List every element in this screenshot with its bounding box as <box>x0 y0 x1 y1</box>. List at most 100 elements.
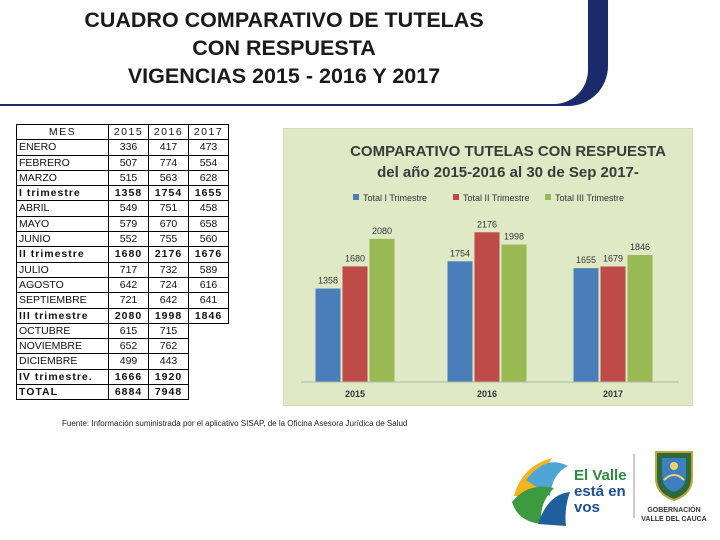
cell-2016: 563 <box>148 169 189 187</box>
table-row: ABRIL 549 751 458 <box>16 200 229 217</box>
gov-line-1: GOBERNACIÓN <box>647 505 700 514</box>
cell-2015: 1680 <box>108 246 149 263</box>
cell-2017: 1676 <box>188 246 229 263</box>
header-2015: 2015 <box>108 123 149 141</box>
slogan-line-1: El Valle <box>574 467 627 484</box>
legend-label: Total II Trimestre <box>463 193 530 203</box>
cell-2017: 554 <box>188 154 229 171</box>
cell-mes: OCTUBRE <box>16 322 109 340</box>
data-label: 1655 <box>576 255 596 265</box>
cell-2015: 499 <box>108 353 149 370</box>
table-row: SEPTIEMBRE 721 642 641 <box>16 292 229 309</box>
cell-2017: 658 <box>188 215 229 233</box>
cell-2015: 6884 <box>108 384 149 401</box>
cell-2015: 515 <box>108 169 149 187</box>
x-tick-label: 2015 <box>345 389 365 399</box>
cell-2017 <box>189 369 229 384</box>
cell-mes: IV trimestre. <box>16 368 109 386</box>
table-row: NOVIEMBRE 652 762 <box>16 338 229 355</box>
table-row: III trimestre 2080 1998 1846 <box>16 307 229 324</box>
table-row: IV trimestre. 1666 1920 <box>16 368 229 386</box>
data-label: 2176 <box>477 219 497 229</box>
cell-2015: 2080 <box>108 307 149 324</box>
cell-2015: 1358 <box>108 185 149 202</box>
bar <box>447 261 473 382</box>
title-line-1: CUADRO COMPARATIVO DE TUTELAS <box>84 8 484 32</box>
cell-2017: 589 <box>188 261 229 278</box>
data-label: 1754 <box>450 248 470 258</box>
cell-mes: III trimestre <box>16 307 109 324</box>
cell-2017 <box>189 354 229 369</box>
cell-2016: 443 <box>148 353 189 370</box>
table-row: MAYO 579 670 658 <box>16 215 229 233</box>
table-row: AGOSTO 642 724 616 <box>16 276 229 294</box>
bar <box>369 238 395 382</box>
gov-line-2: VALLE DEL CAUCA <box>641 516 706 523</box>
cell-2015: 579 <box>108 215 149 233</box>
table-body: ENERO 336 417 473 FEBRERO 507 774 554 MARZO 515 56… <box>16 139 229 401</box>
cell-2016: 1754 <box>148 185 189 202</box>
cell-2016: 642 <box>148 292 189 309</box>
table-row: MARZO 515 563 628 <box>16 169 229 187</box>
source-note: Fuente: Información suministrada por el … <box>62 419 408 428</box>
cell-2015: 552 <box>108 231 149 248</box>
data-label: 1846 <box>630 242 650 252</box>
cell-2016: 2176 <box>148 246 189 263</box>
data-label: 1679 <box>603 253 623 263</box>
legend-label: Total III Trimestre <box>555 193 624 203</box>
table-row: JUNIO 552 755 560 <box>16 231 229 248</box>
cell-2016: 762 <box>148 338 189 355</box>
cell-2016: 755 <box>148 231 189 248</box>
table-row: ENERO 336 417 473 <box>16 139 229 156</box>
table-row: DICIEMBRE 499 443 <box>16 353 229 370</box>
cell-mes: FEBRERO <box>16 154 109 171</box>
data-label: 1680 <box>345 253 365 263</box>
chart-subtitle: del año 2015-2016 al 30 de Sep 2017- <box>377 164 639 181</box>
legend-swatch <box>453 194 459 200</box>
cell-2015: 721 <box>108 292 149 309</box>
cell-mes: TOTAL <box>16 384 109 401</box>
el-valle-logo-mark <box>512 458 570 526</box>
page-title: CUADRO COMPARATIVO DE TUTELAS CON RESPUE… <box>0 6 568 90</box>
cell-2015: 652 <box>108 338 149 355</box>
cell-2016: 724 <box>148 276 189 294</box>
coat-of-arms-icon <box>655 451 693 502</box>
cell-2016: 715 <box>148 322 189 340</box>
table-row: I trimestre 1358 1754 1655 <box>16 185 229 202</box>
cell-2015: 549 <box>108 200 149 217</box>
cell-2017 <box>189 385 229 400</box>
cell-2016: 774 <box>148 154 189 171</box>
title-line-2: CON RESPUESTA <box>192 36 376 60</box>
cell-mes: NOVIEMBRE <box>16 338 109 355</box>
cell-2015: 615 <box>108 322 149 340</box>
tutelas-table: MES 2015 2016 2017 ENERO 336 417 473 FEBRERO… <box>16 123 229 401</box>
bar <box>627 254 653 382</box>
cell-2016: 1998 <box>148 307 189 324</box>
cell-2017: 1655 <box>188 185 229 202</box>
header-band <box>0 0 608 106</box>
bar-chart: COMPARATIVO TUTELAS CON RESPUESTA del año… <box>283 128 693 406</box>
bar <box>474 232 500 382</box>
cell-2015: 507 <box>108 154 149 171</box>
legend-swatch <box>353 194 359 200</box>
cell-2017: 473 <box>188 139 229 156</box>
slogan-line-3: vos <box>574 499 600 516</box>
header-mes: MES <box>16 123 109 141</box>
cell-2016: 732 <box>148 261 189 278</box>
chart-title: COMPARATIVO TUTELAS CON RESPUESTA <box>350 143 666 160</box>
table-row: II trimestre 1680 2176 1676 <box>16 246 229 263</box>
cell-2015: 336 <box>108 139 149 156</box>
cell-2017: 560 <box>188 231 229 248</box>
table-header-row: MES 2015 2016 2017 <box>16 123 229 141</box>
cell-mes: ENERO <box>16 139 109 156</box>
cell-mes: AGOSTO <box>16 276 109 294</box>
cell-2016: 670 <box>148 215 189 233</box>
cell-2017 <box>189 323 229 338</box>
cell-2016: 1920 <box>148 368 189 386</box>
cell-2016: 417 <box>148 139 189 156</box>
table-row: JULIO 717 732 589 <box>16 261 229 278</box>
cell-2015: 642 <box>108 276 149 294</box>
slogan-line-2: está en <box>574 483 626 500</box>
header-2017: 2017 <box>188 123 229 141</box>
data-label: 2080 <box>372 226 392 236</box>
